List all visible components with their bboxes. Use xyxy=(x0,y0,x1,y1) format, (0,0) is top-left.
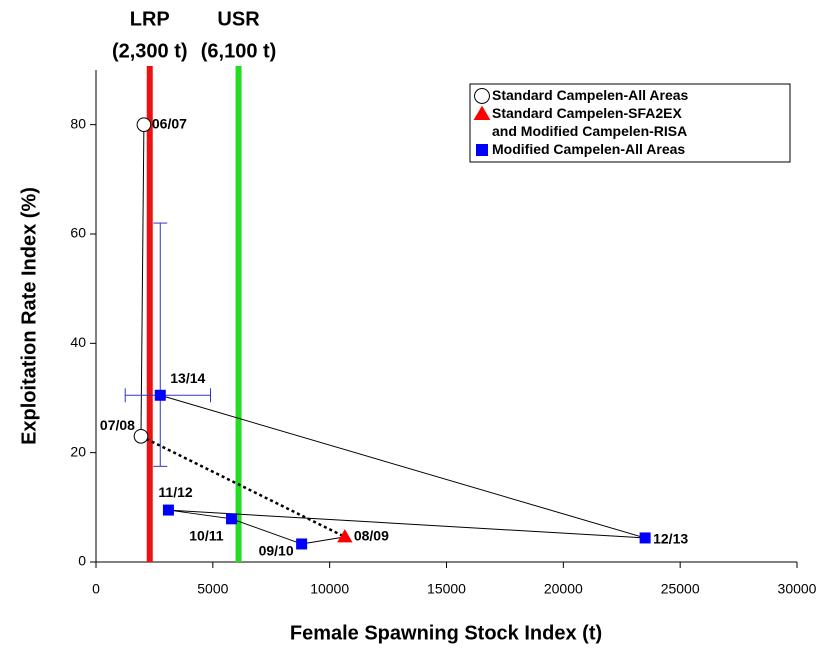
point xyxy=(162,504,174,516)
reference-sublabel: (6,100 t) xyxy=(201,40,277,62)
point-label: 13/14 xyxy=(170,370,205,386)
x-tick-label: 30000 xyxy=(778,581,817,597)
point-label: 08/09 xyxy=(354,528,389,544)
reference-sublabel: (2,300 t) xyxy=(112,40,188,62)
point-label: 09/10 xyxy=(259,543,294,559)
y-tick-label: 80 xyxy=(70,115,86,131)
legend-label: Standard Campelen-All Areas xyxy=(492,87,689,103)
y-tick-label: 0 xyxy=(78,553,86,569)
x-tick-label: 15000 xyxy=(427,581,466,597)
legend-label: Standard Campelen-SFA2EX and Modified Cam… xyxy=(492,105,687,139)
point xyxy=(639,532,651,544)
series-link xyxy=(140,435,346,538)
legend-marker xyxy=(474,88,490,104)
point xyxy=(226,513,238,525)
reference-label: LRP xyxy=(130,8,170,30)
point xyxy=(337,529,353,543)
y-axis-label: Exploitation Rate Index (%) xyxy=(18,187,40,445)
x-tick-label: 10000 xyxy=(310,581,349,597)
point-label: 11/12 xyxy=(158,484,192,500)
x-tick-label: 20000 xyxy=(544,581,583,597)
point-label: 10/11 xyxy=(189,528,223,544)
point xyxy=(133,428,149,444)
y-tick-label: 60 xyxy=(70,225,86,241)
legend-box xyxy=(469,83,791,163)
point-label: 06/07 xyxy=(152,115,187,131)
point xyxy=(154,389,166,401)
point xyxy=(296,538,308,550)
point xyxy=(136,117,152,132)
point-label: 12/13 xyxy=(653,531,688,547)
reference-label: USR xyxy=(217,8,260,30)
y-tick-label: 20 xyxy=(70,443,86,459)
series-link xyxy=(301,536,345,545)
point-label: 07/08 xyxy=(100,417,135,433)
x-tick-label: 0 xyxy=(92,581,100,597)
legend-label: Modified Campelen-All Areas xyxy=(492,141,685,157)
x-tick-label: 5000 xyxy=(197,581,228,597)
legend-marker xyxy=(476,144,488,156)
x-tick-label: 25000 xyxy=(661,581,700,597)
x-axis-label: Female Spawning Stock Index (t) xyxy=(290,622,602,644)
legend-marker xyxy=(473,105,491,120)
y-tick-label: 40 xyxy=(70,334,86,350)
series-line xyxy=(140,124,145,437)
